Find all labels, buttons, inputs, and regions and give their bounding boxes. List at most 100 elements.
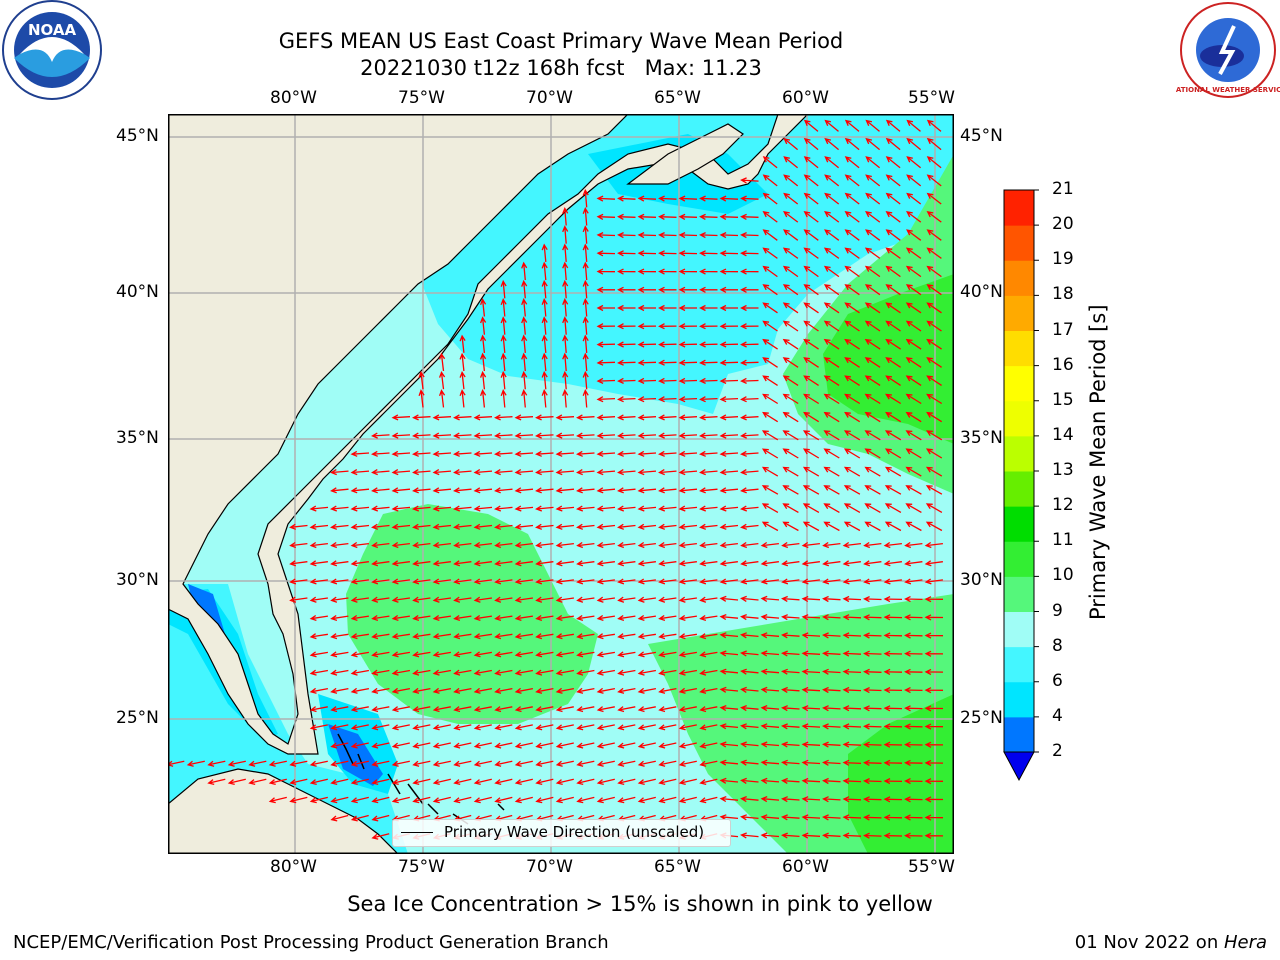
wave-direction-arrow bbox=[863, 759, 882, 766]
wave-direction-arrow bbox=[555, 669, 575, 676]
wave-direction-arrow bbox=[637, 268, 657, 275]
wave-direction-arrow bbox=[883, 741, 903, 748]
wave-direction-arrow bbox=[555, 796, 574, 804]
wave-direction-arrow bbox=[494, 596, 513, 603]
wave-direction-arrow bbox=[576, 578, 595, 585]
footer-right: 01 Nov 2022 on Hera bbox=[1075, 932, 1267, 953]
wave-direction-arrow bbox=[844, 119, 860, 132]
title-line-1: GEFS MEAN US East Coast Primary Wave Mea… bbox=[278, 29, 844, 53]
map-frame bbox=[168, 114, 954, 854]
wave-direction-arrow bbox=[391, 469, 411, 476]
wave-direction-arrow bbox=[432, 596, 451, 603]
wave-direction-arrow bbox=[740, 578, 759, 585]
colorbar-tick-label: 19 bbox=[1052, 249, 1074, 270]
wave-direction-arrow bbox=[330, 560, 349, 567]
wave-direction-arrow bbox=[617, 286, 636, 293]
wave-direction-arrow bbox=[268, 796, 287, 804]
wave-direction-arrow bbox=[883, 832, 903, 839]
wave-direction-arrow bbox=[782, 320, 799, 332]
wave-direction-arrow bbox=[555, 760, 574, 767]
wave-direction-arrow bbox=[350, 742, 369, 749]
wave-direction-arrow bbox=[781, 705, 800, 712]
wave-direction-arrow bbox=[268, 778, 287, 786]
wave-direction-arrow bbox=[658, 724, 677, 731]
wave-direction-arrow bbox=[761, 503, 779, 513]
wave-direction-arrow bbox=[418, 370, 425, 390]
wave-direction-arrow bbox=[678, 396, 698, 403]
wave-direction-arrow bbox=[309, 596, 328, 603]
wave-direction-arrow bbox=[371, 523, 390, 530]
wave-direction-arrow bbox=[863, 560, 882, 567]
period-10-11-region-southeast bbox=[848, 694, 954, 854]
wave-direction-arrow bbox=[637, 651, 657, 658]
wave-direction-arrow bbox=[803, 302, 819, 314]
wave-direction-arrow bbox=[658, 304, 677, 312]
wave-direction-arrow bbox=[391, 614, 410, 622]
wave-direction-arrow bbox=[479, 298, 487, 317]
wave-direction-arrow bbox=[391, 414, 411, 421]
wave-direction-arrow bbox=[596, 432, 616, 439]
wave-direction-arrow bbox=[521, 316, 528, 335]
wave-direction-arrow bbox=[535, 651, 554, 658]
wave-direction-arrow bbox=[760, 686, 780, 693]
wave-direction-arrow bbox=[905, 466, 922, 477]
wave-direction-arrow bbox=[596, 633, 615, 640]
wave-direction-arrow bbox=[658, 450, 677, 457]
wave-direction-arrow bbox=[514, 541, 533, 549]
wave-direction-arrow bbox=[844, 211, 860, 223]
wave-direction-arrow bbox=[842, 759, 862, 766]
wave-direction-arrow bbox=[535, 614, 554, 622]
wave-direction-arrow bbox=[906, 156, 922, 169]
wave-direction-arrow bbox=[904, 687, 923, 694]
wave-direction-arrow bbox=[904, 632, 923, 639]
wave-direction-arrow bbox=[555, 578, 574, 585]
wave-direction-arrow bbox=[926, 357, 942, 368]
wave-direction-arrow bbox=[762, 393, 779, 405]
wave-direction-arrow bbox=[412, 651, 431, 658]
wave-direction-arrow bbox=[535, 469, 554, 476]
wave-direction-arrow bbox=[562, 261, 569, 281]
wave-direction-arrow bbox=[864, 466, 881, 477]
wave-direction-arrow bbox=[514, 432, 534, 439]
wave-direction-arrow bbox=[740, 523, 759, 530]
wave-direction-arrow bbox=[803, 338, 819, 350]
wave-direction-arrow bbox=[617, 560, 636, 567]
wave-direction-arrow bbox=[330, 541, 349, 549]
wave-direction-arrow bbox=[494, 432, 513, 439]
wave-direction-arrow bbox=[803, 247, 819, 259]
wave-direction-arrow bbox=[309, 724, 328, 731]
wave-direction-arrow bbox=[412, 669, 431, 676]
wave-direction-arrow bbox=[412, 706, 431, 713]
wave-direction-arrow bbox=[822, 777, 841, 785]
wave-direction-arrow bbox=[289, 578, 308, 585]
wave-direction-arrow bbox=[782, 247, 799, 259]
wave-direction-arrow bbox=[801, 705, 821, 712]
wave-direction-arrow bbox=[883, 596, 903, 603]
wave-direction-arrow bbox=[823, 411, 840, 423]
wave-direction-arrow bbox=[596, 341, 616, 348]
wave-direction-arrow bbox=[762, 192, 778, 205]
wave-direction-arrow bbox=[479, 389, 487, 408]
wave-direction-arrow bbox=[555, 778, 574, 786]
wave-direction-arrow bbox=[494, 687, 513, 694]
wave-direction-arrow bbox=[924, 832, 944, 839]
wave-direction-arrow bbox=[473, 633, 492, 640]
wave-direction-arrow bbox=[926, 302, 942, 314]
colorbar-tick-label: 9 bbox=[1052, 600, 1063, 621]
wave-direction-arrow bbox=[699, 796, 718, 804]
wave-direction-arrow bbox=[699, 250, 718, 257]
nws-logo: NATIONAL WEATHER SERVICE bbox=[1176, 2, 1280, 98]
wave-direction-arrow bbox=[535, 742, 554, 749]
wave-direction-arrow bbox=[740, 795, 759, 803]
wave-direction-arrow bbox=[473, 669, 493, 676]
wave-direction-arrow bbox=[883, 778, 903, 785]
wave-direction-arrow bbox=[637, 323, 657, 330]
wave-direction-arrow bbox=[453, 724, 472, 731]
wave-direction-arrow bbox=[883, 668, 903, 675]
wave-direction-arrow bbox=[596, 523, 616, 530]
wave-direction-arrow bbox=[514, 505, 534, 512]
wave-direction-arrow bbox=[801, 832, 821, 839]
wave-direction-arrow bbox=[494, 614, 513, 622]
wave-direction-arrow bbox=[576, 651, 595, 658]
wave-direction-arrow bbox=[801, 723, 821, 730]
